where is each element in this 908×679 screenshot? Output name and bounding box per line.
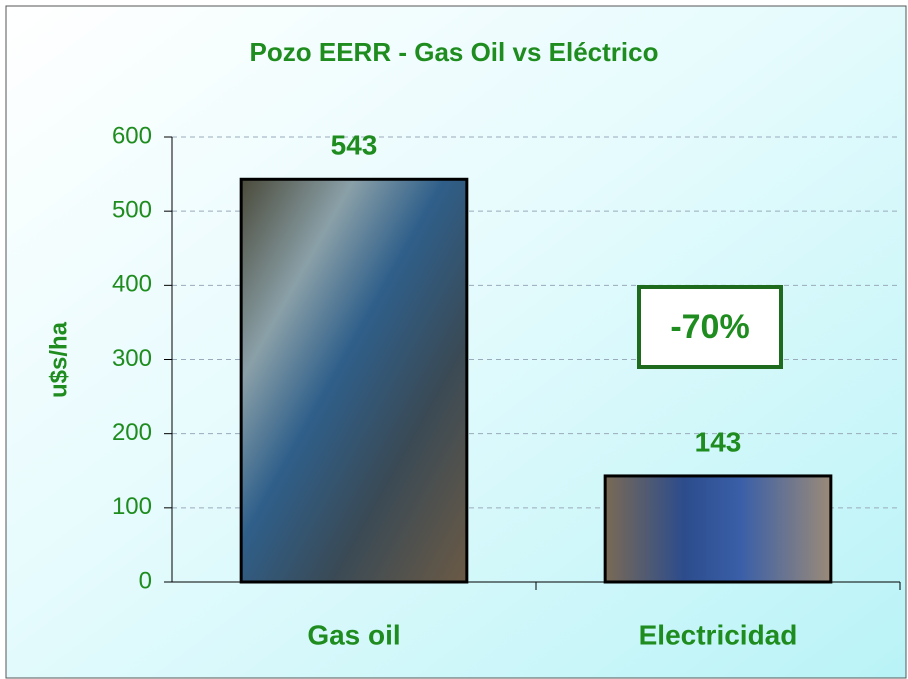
x-tick-label: Electricidad [639,619,798,650]
y-tick-label: 600 [112,122,152,149]
bar [603,474,833,584]
y-tick-label: 100 [112,493,152,520]
annotation: -70% [670,308,749,346]
y-tick-label: 500 [112,197,152,224]
x-tick-label: Gas oil [307,619,400,650]
y-axis-title: u$s/ha [45,321,72,398]
bar [239,177,469,584]
plot-area: 0 100 200 300 400 500 600 Gas oil 543 Electricida… [112,122,901,650]
annotation-box [637,285,783,369]
y-tick-label: 300 [112,345,152,372]
value-label: 543 [331,130,378,161]
value-label: 143 [695,426,742,457]
chart-title: Pozo EERR - Gas Oil vs Eléctrico [250,37,659,67]
y-tick-label: 200 [112,419,152,446]
y-tick-label: 0 [139,567,152,594]
y-tick-label: 400 [112,271,152,298]
